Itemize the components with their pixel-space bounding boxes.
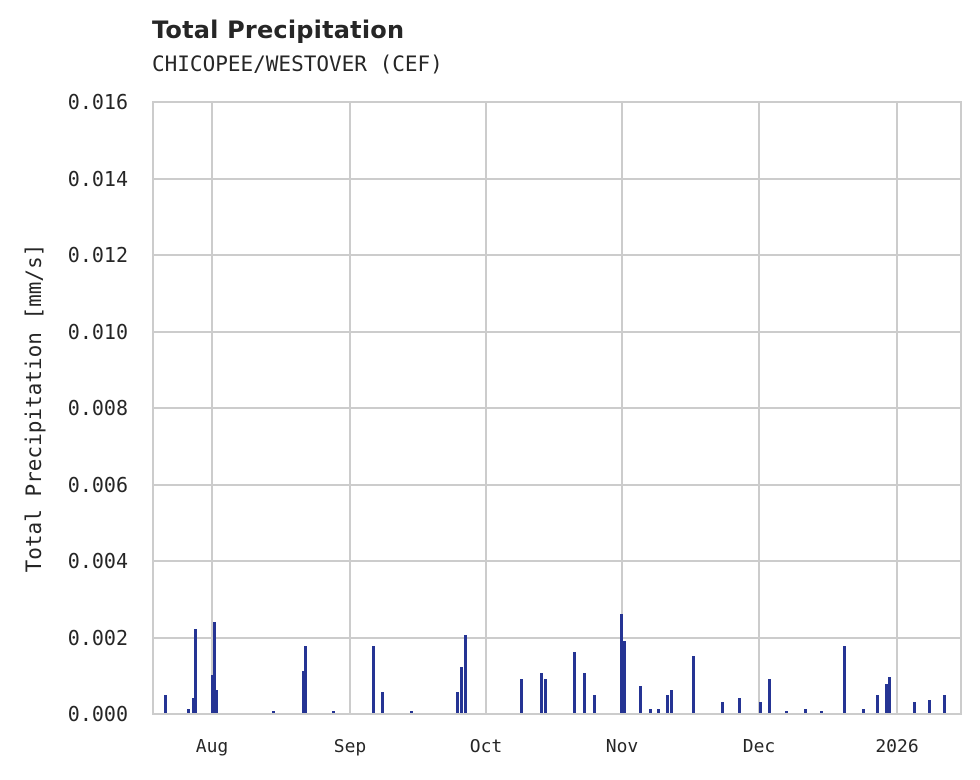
y-tick-label: 0.002 bbox=[67, 625, 128, 650]
x-tick-label: 2026 bbox=[875, 736, 919, 757]
precip-bar bbox=[332, 711, 335, 713]
precip-bar bbox=[649, 709, 652, 713]
v-gridline bbox=[211, 103, 213, 713]
precip-bar bbox=[593, 695, 596, 713]
precip-bar bbox=[623, 640, 626, 713]
x-tick-label: Aug bbox=[195, 736, 229, 757]
precip-bar bbox=[410, 711, 413, 713]
precip-bar bbox=[211, 674, 214, 713]
y-tick-label: 0.006 bbox=[67, 472, 128, 497]
precip-bar bbox=[843, 646, 846, 713]
h-gridline bbox=[154, 636, 960, 639]
v-gridline bbox=[485, 103, 487, 713]
precip-bar bbox=[862, 709, 865, 713]
v-gridline bbox=[758, 103, 760, 713]
precip-bar bbox=[804, 709, 807, 713]
precip-bar bbox=[820, 711, 823, 713]
precip-bar bbox=[670, 690, 673, 713]
v-gridline bbox=[621, 103, 623, 713]
precip-bar bbox=[620, 613, 623, 713]
precip-bar bbox=[187, 709, 190, 713]
h-gridline bbox=[154, 407, 960, 409]
precip-bar bbox=[456, 692, 459, 713]
y-tick-label: 0.004 bbox=[67, 549, 128, 573]
precip-bar bbox=[738, 697, 741, 713]
precip-bar bbox=[768, 678, 771, 713]
v-gridline bbox=[896, 103, 898, 713]
precip-bar bbox=[657, 709, 660, 713]
precip-bar bbox=[540, 672, 543, 713]
precip-bar bbox=[721, 702, 724, 713]
precip-bar bbox=[460, 667, 463, 713]
precip-bar bbox=[639, 686, 642, 713]
precip-bar bbox=[272, 711, 275, 713]
h-gridline bbox=[154, 483, 960, 486]
precip-bar bbox=[759, 702, 762, 713]
precip-bar bbox=[692, 655, 695, 713]
precip-bar bbox=[573, 652, 576, 713]
plot-area bbox=[152, 101, 962, 715]
precip-bar bbox=[164, 695, 167, 713]
precip-bar bbox=[583, 672, 586, 713]
precip-bar bbox=[928, 699, 931, 713]
x-tick-label: Nov bbox=[605, 736, 639, 757]
y-tick-label: 0.008 bbox=[67, 396, 128, 420]
precip-bar bbox=[785, 711, 788, 713]
y-tick-label: 0.012 bbox=[67, 243, 128, 267]
x-tick-label: Sep bbox=[333, 736, 367, 757]
h-gridline bbox=[154, 330, 960, 333]
precip-bar bbox=[304, 646, 307, 713]
precip-bar bbox=[544, 678, 547, 713]
y-tick-label: 0.000 bbox=[67, 702, 128, 726]
precip-bar bbox=[192, 697, 195, 713]
precip-bar bbox=[885, 684, 888, 713]
precip-bar bbox=[876, 695, 879, 713]
precip-bar bbox=[464, 634, 467, 713]
precip-bar bbox=[194, 629, 197, 713]
y-tick-label: 0.010 bbox=[67, 319, 128, 344]
chart-subtitle: CHICOPEE/WESTOVER (CEF) bbox=[152, 52, 443, 76]
x-tick-label: Dec bbox=[742, 736, 776, 757]
h-gridline bbox=[154, 254, 960, 256]
precip-bar bbox=[372, 646, 375, 713]
precip-bar bbox=[913, 702, 916, 713]
v-gridline bbox=[349, 103, 351, 713]
y-tick-label: 0.014 bbox=[67, 166, 128, 191]
x-tick-label: Oct bbox=[469, 736, 503, 757]
precip-bar bbox=[215, 690, 218, 713]
precip-bar bbox=[302, 671, 305, 713]
y-tick-label: 0.016 bbox=[67, 90, 128, 114]
precip-bar bbox=[888, 676, 891, 713]
precip-bar bbox=[213, 621, 216, 713]
precip-bar bbox=[520, 678, 523, 713]
h-gridline bbox=[154, 177, 960, 180]
precip-bar bbox=[666, 695, 669, 713]
precip-bar bbox=[381, 692, 384, 713]
h-gridline bbox=[154, 560, 960, 562]
precip-bar bbox=[943, 695, 946, 713]
chart-title: Total Precipitation bbox=[152, 16, 405, 44]
